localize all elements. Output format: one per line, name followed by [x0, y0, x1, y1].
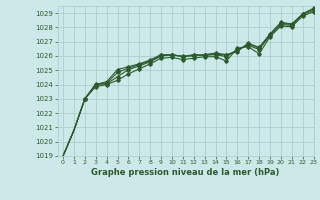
X-axis label: Graphe pression niveau de la mer (hPa): Graphe pression niveau de la mer (hPa) — [92, 168, 280, 177]
